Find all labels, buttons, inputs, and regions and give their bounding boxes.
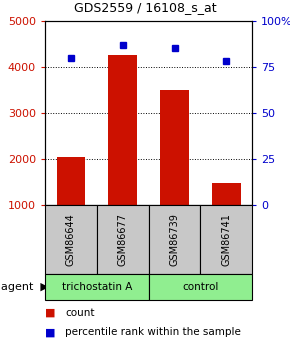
Bar: [108, 55, 137, 205]
Bar: [57, 157, 85, 205]
Bar: [212, 183, 241, 205]
Text: GSM86644: GSM86644: [66, 214, 76, 266]
Text: trichostatin A: trichostatin A: [61, 282, 132, 292]
Text: GSM86741: GSM86741: [221, 213, 231, 266]
Text: GDS2559 / 16108_s_at: GDS2559 / 16108_s_at: [74, 1, 216, 14]
Text: GSM86739: GSM86739: [170, 213, 180, 266]
Text: ■: ■: [45, 327, 55, 337]
Text: percentile rank within the sample: percentile rank within the sample: [65, 327, 241, 337]
Text: ■: ■: [45, 308, 55, 318]
Text: count: count: [65, 308, 95, 318]
Text: agent  ▶: agent ▶: [1, 282, 49, 292]
Text: control: control: [182, 282, 219, 292]
Bar: [160, 90, 189, 205]
Text: GSM86677: GSM86677: [118, 213, 128, 266]
